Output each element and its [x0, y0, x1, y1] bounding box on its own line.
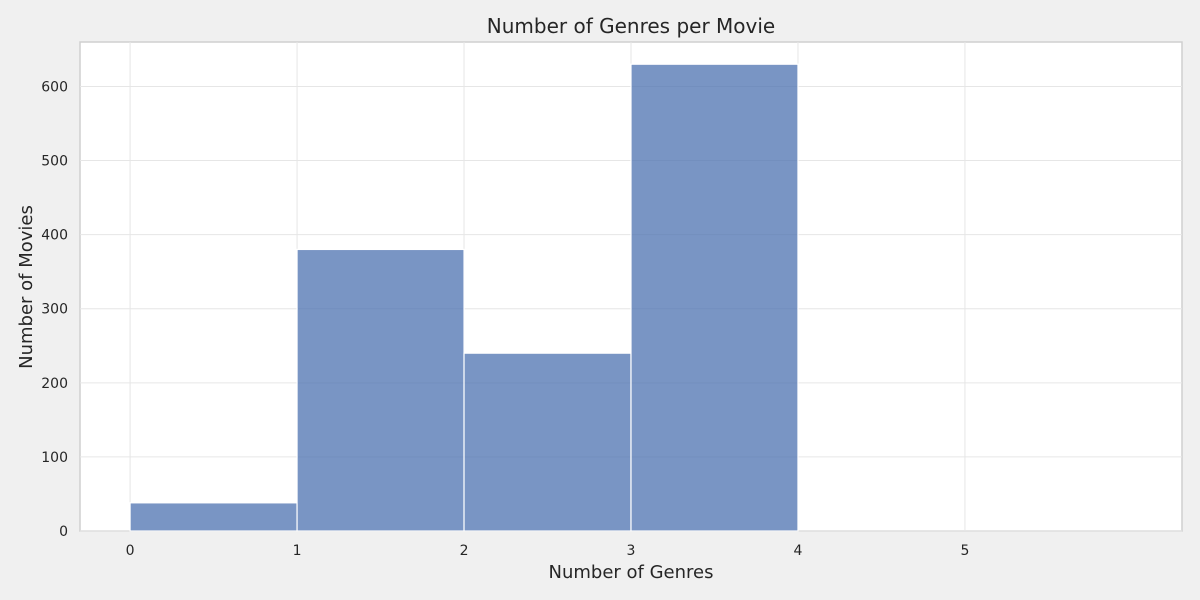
y-axis-label: Number of Movies [16, 205, 37, 369]
bars [129, 63, 799, 532]
histogram-bar [129, 502, 298, 532]
x-tick-label: 2 [460, 543, 469, 559]
y-tick-label: 600 [41, 79, 68, 95]
y-tick-label: 200 [41, 376, 68, 392]
y-tick-label: 400 [41, 228, 68, 244]
histogram-bar [463, 352, 632, 532]
y-tick-label: 300 [41, 302, 68, 318]
x-tick-label: 0 [126, 543, 135, 559]
y-tick-label: 500 [41, 154, 68, 170]
histogram-bar [630, 63, 799, 532]
histogram-bar [296, 248, 465, 532]
y-tick-label: 100 [41, 450, 68, 466]
x-tick-label: 5 [960, 543, 969, 559]
x-tick-label: 4 [794, 543, 803, 559]
x-axis-ticks: 0 1 2 3 4 5 [126, 543, 970, 559]
chart-title: Number of Genres per Movie [487, 14, 775, 38]
x-tick-label: 3 [627, 543, 636, 559]
y-axis-ticks: 0 100 200 300 400 500 600 [41, 79, 68, 540]
x-axis-label: Number of Genres [549, 562, 714, 583]
x-tick-label: 1 [293, 543, 302, 559]
y-tick-label: 0 [59, 524, 68, 540]
